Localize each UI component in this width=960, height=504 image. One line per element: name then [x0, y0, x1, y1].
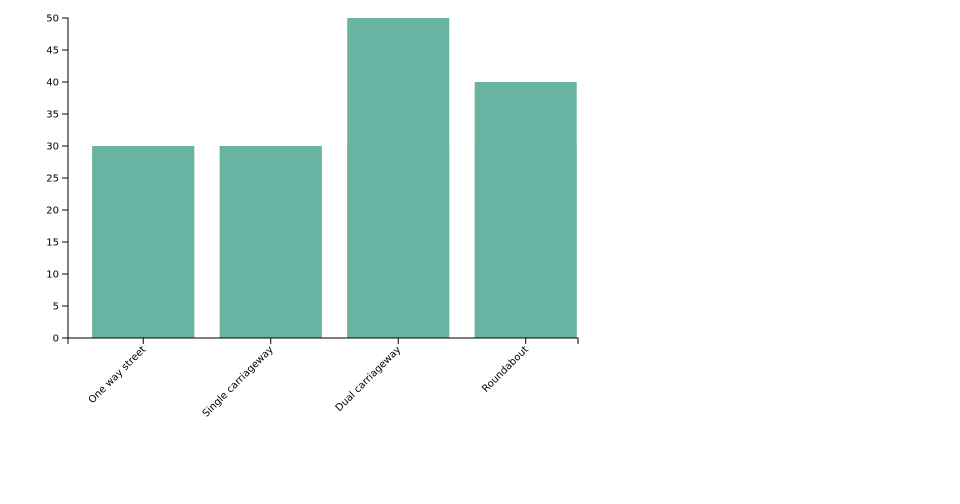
bar — [219, 146, 322, 338]
x-tick-label: One way street — [87, 344, 149, 406]
bar — [474, 82, 577, 338]
x-tick-label: Dual carriageway — [334, 344, 404, 414]
y-tick-label: 45 — [46, 46, 59, 57]
x-tick-label: Single carriageway — [201, 344, 276, 419]
bar — [92, 146, 195, 338]
y-tick-label: 35 — [46, 110, 59, 121]
x-axis-line — [67, 337, 579, 344]
y-tick-label: 10 — [46, 270, 59, 281]
y-tick-label: 25 — [46, 174, 59, 185]
x-tick-label: Roundabout — [480, 344, 531, 395]
y-tick-label: 15 — [46, 238, 59, 249]
y-tick-label: 0 — [53, 334, 59, 345]
y-tick-label: 50 — [46, 14, 59, 25]
bar — [347, 18, 450, 338]
y-tick-label: 20 — [46, 206, 59, 217]
y-tick-label: 30 — [46, 142, 59, 153]
y-tick-label: 40 — [46, 78, 59, 89]
y-tick-label: 5 — [53, 302, 59, 313]
